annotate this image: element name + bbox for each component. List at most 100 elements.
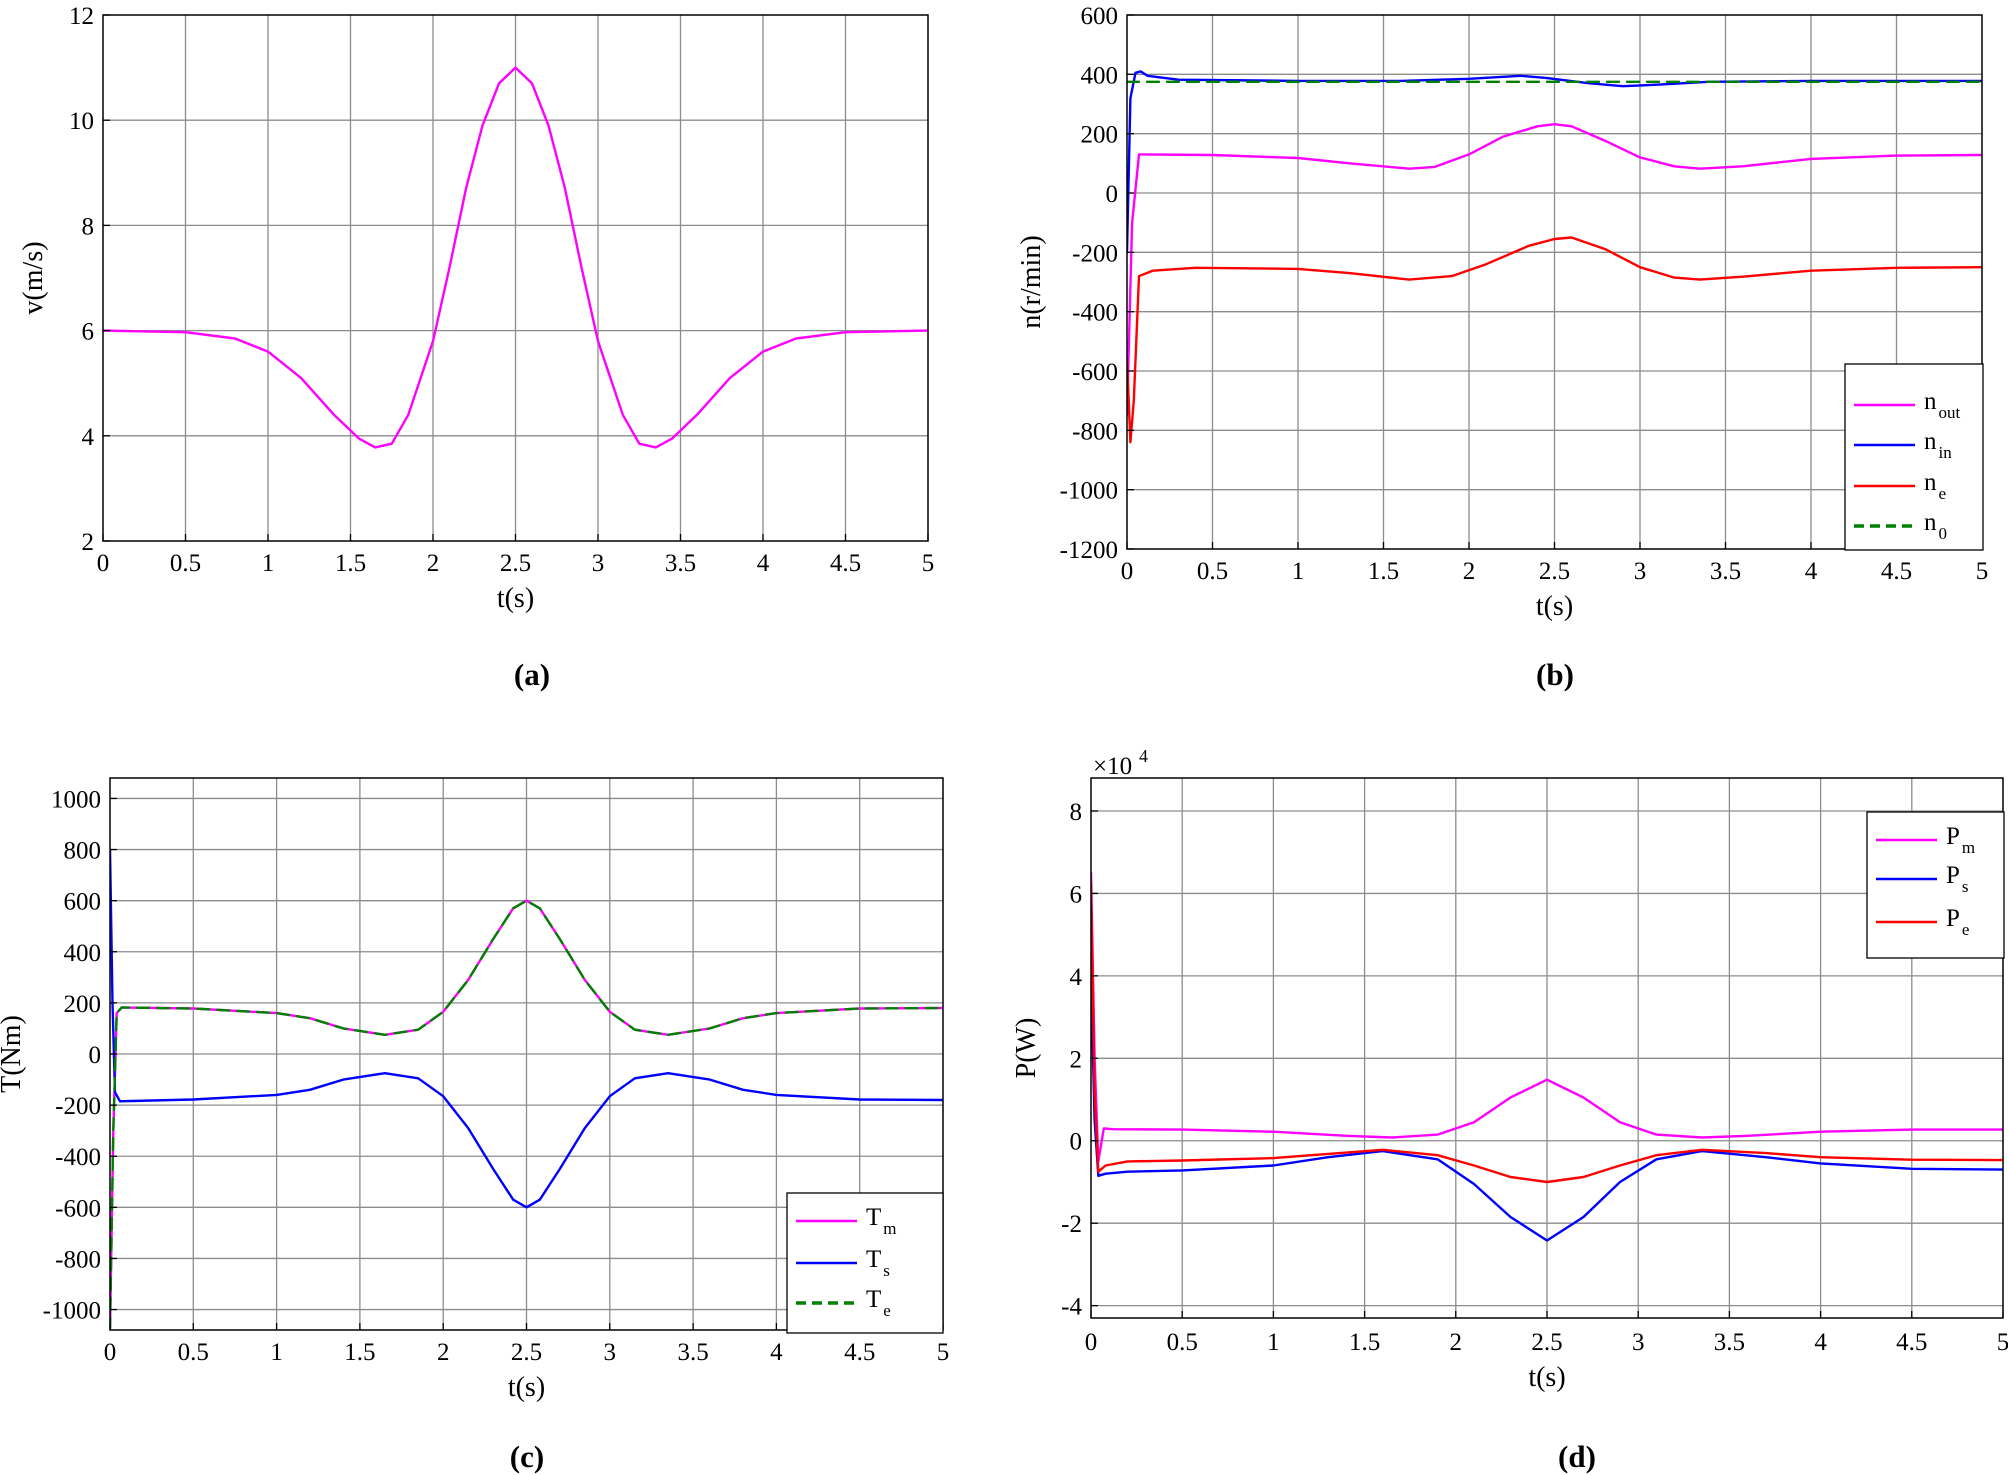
y-tick-label: 4 — [82, 424, 95, 451]
caption-a: (a) — [514, 657, 550, 692]
y-tick-label: -800 — [55, 1246, 101, 1273]
x-tick-label: 3 — [592, 550, 605, 577]
y-tick-label: 0 — [89, 1042, 102, 1069]
series-line-Pm — [1091, 871, 2003, 1163]
series-group — [1127, 70, 1982, 444]
x-tick-label: 4 — [1805, 558, 1818, 585]
x-tick-label: 5 — [922, 550, 935, 577]
y-tick-label: 4 — [1070, 964, 1083, 991]
y-tick-label: -400 — [1072, 300, 1118, 327]
x-tick-label: 5 — [937, 1339, 950, 1366]
y-tick-label: 600 — [64, 889, 102, 916]
y-tick-label: 800 — [64, 838, 102, 865]
x-tick-label: 3 — [604, 1339, 617, 1366]
x-tick-label: 1 — [1267, 1329, 1280, 1356]
series-group — [1091, 871, 2003, 1242]
caption-b: (b) — [1536, 657, 1574, 692]
y-tick-label: 400 — [1081, 62, 1119, 89]
legend-label-nin: n in — [1924, 428, 1952, 462]
x-tick-label: 3.5 — [665, 550, 696, 577]
x-tick-label: 2 — [437, 1339, 450, 1366]
y-tick-label: 8 — [1070, 799, 1083, 826]
x-tick-label: 3.5 — [1710, 558, 1741, 585]
x-tick-label: 3.5 — [677, 1339, 708, 1366]
y-tick-label: -600 — [55, 1195, 101, 1222]
series-line-Pe — [1091, 884, 2003, 1184]
x-tick-label: 0 — [104, 1339, 117, 1366]
series-group — [110, 848, 943, 1330]
x-tick-label: 2.5 — [500, 550, 531, 577]
series-group — [103, 66, 928, 449]
y-tick-label: 2 — [1070, 1046, 1083, 1073]
y-tick-label: -2 — [1061, 1211, 1082, 1238]
x-tick-label: 0.5 — [1197, 558, 1228, 585]
y-tick-label: 2 — [82, 529, 95, 556]
caption-d: (d) — [1558, 1439, 1596, 1474]
series-line-ne — [1127, 236, 1982, 444]
x-tick-label: 1.5 — [1368, 558, 1399, 585]
y-tick-label: -600 — [1072, 359, 1118, 386]
x-axis-label: t(s) — [1536, 591, 1573, 622]
x-tick-label: 0.5 — [170, 550, 201, 577]
y-tick-label: -400 — [55, 1144, 101, 1171]
y-tick-label: 200 — [1081, 122, 1119, 149]
x-tick-label: 3.5 — [1714, 1329, 1745, 1356]
panel-d: 0 0.5 1 1.5 2 2.5 3 3.5 4 4.5 5 -4 -2 0 2 4 6 8 t(s) P(W) ×1… — [1011, 746, 2008, 1393]
x-tick-label: 5 — [1976, 558, 1989, 585]
x-tick-label: 5 — [1997, 1329, 2008, 1356]
x-tick-label: 4.5 — [830, 550, 861, 577]
legend-box — [1844, 363, 1984, 551]
y-tick-label: 600 — [1081, 3, 1119, 30]
x-tick-label: 2 — [427, 550, 440, 577]
y-tick-label: 400 — [64, 940, 102, 967]
x-tick-label: 1 — [1292, 558, 1305, 585]
x-tick-label: 0 — [1121, 558, 1134, 585]
y-tick-label: 10 — [69, 108, 94, 135]
y-axis-label: n(r/min) — [1016, 235, 1047, 328]
x-tick-label: 4.5 — [1896, 1329, 1927, 1356]
x-axis-label: t(s) — [508, 1372, 545, 1403]
x-tick-label: 2.5 — [1539, 558, 1570, 585]
x-tick-label: 2.5 — [511, 1339, 542, 1366]
legend-box — [1866, 811, 2005, 959]
y-multiplier: ×10 — [1093, 753, 1132, 780]
x-tick-label: 1 — [262, 550, 275, 577]
x-tick-label: 4.5 — [844, 1339, 875, 1366]
y-tick-label: -200 — [1072, 240, 1118, 267]
x-axis-label: t(s) — [497, 583, 534, 614]
x-axis-label: t(s) — [1528, 1362, 1565, 1393]
x-tick-label: 1.5 — [335, 550, 366, 577]
x-tick-label: 2.5 — [1531, 1329, 1562, 1356]
x-tick-label: 3 — [1634, 558, 1647, 585]
series-line-nout — [1127, 122, 1982, 417]
y-tick-label: 6 — [1070, 881, 1083, 908]
caption-c: (c) — [510, 1439, 544, 1474]
panel-a: 0 0.5 1 1.5 2 2.5 3 3.5 4 4.5 5 2 4 6 8 10 12 t(s) v(m/s) — [18, 3, 934, 614]
series-line-nin — [1127, 70, 1982, 254]
y-tick-label: -1000 — [43, 1298, 101, 1325]
y-tick-label: -1000 — [1060, 478, 1118, 505]
x-tick-label: 2 — [1450, 1329, 1463, 1356]
y-multiplier-exponent: 4 — [1139, 746, 1148, 766]
x-tick-label: 4.5 — [1881, 558, 1912, 585]
y-tick-label: 6 — [82, 319, 95, 346]
y-tick-label: 1000 — [51, 786, 101, 813]
x-tick-label: 4 — [757, 550, 770, 577]
y-tick-label: -1200 — [1060, 537, 1118, 564]
y-axis-label: v(m/s) — [18, 241, 49, 314]
series-line-Te — [110, 899, 943, 1330]
x-tick-label: 4 — [1814, 1329, 1827, 1356]
panel-b: 0 0.5 1 1.5 2 2.5 3 3.5 4 4.5 5 -1200 -1000 -800 -600 -… — [1016, 3, 1988, 622]
series-line-Ps — [1091, 974, 2003, 1242]
x-tick-label: 0 — [1085, 1329, 1098, 1356]
y-axis-label: P(W) — [1011, 1018, 1042, 1079]
